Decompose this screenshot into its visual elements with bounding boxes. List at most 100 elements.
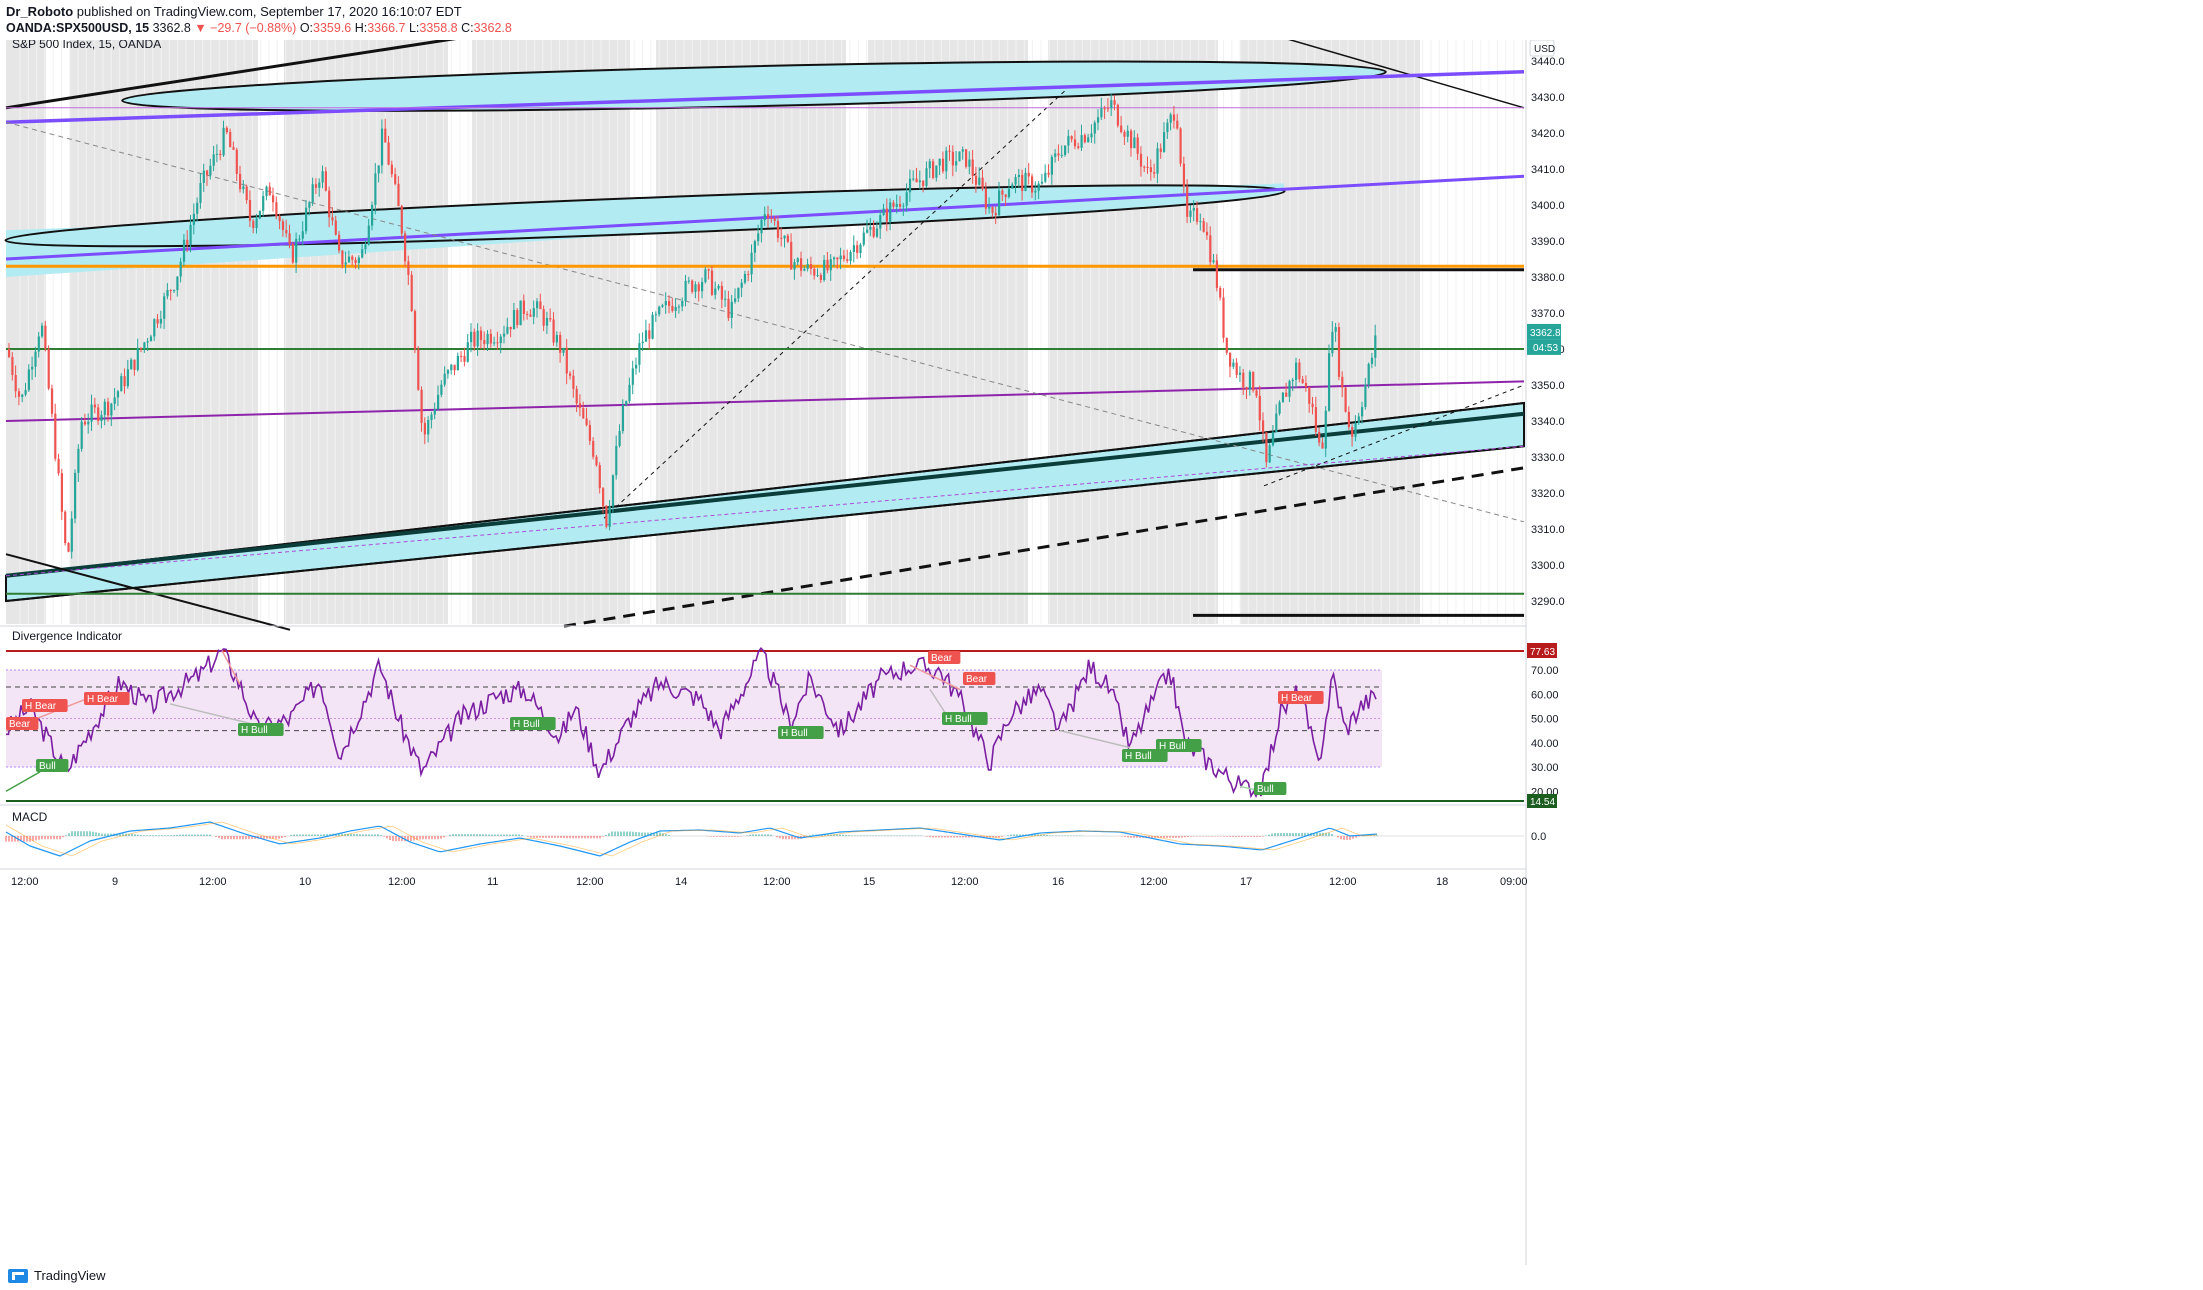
candle-body bbox=[823, 259, 826, 281]
chart-canvas[interactable]: 3290.0 3300.0 3310.0 3320.0 3330.0 3340.0 3350… bbox=[0, 40, 2203, 1265]
candle-body bbox=[265, 186, 268, 197]
candle-body bbox=[281, 221, 285, 231]
candle-body bbox=[895, 204, 898, 207]
candle-body bbox=[522, 300, 525, 314]
divergence-tick-label: 70.00 bbox=[1531, 665, 1559, 677]
candle-body bbox=[291, 243, 294, 263]
countdown-badge-text: 04:53 bbox=[1533, 343, 1558, 354]
candle-body bbox=[1067, 136, 1070, 146]
candle-body bbox=[479, 330, 483, 341]
macd-pane-title: MACD bbox=[12, 810, 48, 824]
candle-body bbox=[1265, 432, 1268, 463]
candle-body bbox=[34, 351, 37, 367]
close-value: 3362.8 bbox=[473, 21, 512, 35]
candle-body bbox=[364, 244, 367, 250]
time-tick-label: 12:00 bbox=[11, 876, 39, 888]
footer: TradingView bbox=[8, 1268, 106, 1283]
candle-body bbox=[1060, 154, 1063, 156]
candle-body bbox=[354, 259, 357, 264]
divergence-label: Bear bbox=[931, 653, 953, 664]
candle-body bbox=[404, 233, 407, 262]
candle-body bbox=[169, 290, 172, 292]
candle-body bbox=[324, 171, 327, 191]
candle-body bbox=[885, 208, 888, 222]
price-tick-label: 3420.0 bbox=[1531, 128, 1565, 140]
candle-body bbox=[908, 178, 912, 193]
candle-body bbox=[486, 333, 489, 345]
candle-body bbox=[14, 374, 17, 392]
candle-body bbox=[17, 391, 21, 397]
candle-body bbox=[664, 301, 667, 306]
candle-body bbox=[225, 127, 228, 133]
candle-body bbox=[681, 300, 684, 307]
divergence-pane-title: Divergence Indicator bbox=[12, 629, 122, 643]
candle-body bbox=[968, 159, 971, 167]
candle-body bbox=[1318, 431, 1321, 443]
black-dashed-rising-2 bbox=[1263, 384, 1525, 487]
candle-body bbox=[255, 218, 258, 229]
gray-dashed-diagonal bbox=[5, 121, 1525, 523]
candle-body bbox=[585, 418, 588, 426]
divergence-label: H Bull bbox=[781, 728, 808, 739]
candle-body bbox=[1308, 387, 1311, 404]
divergence-label-bg bbox=[778, 726, 824, 739]
candle-body bbox=[394, 174, 397, 184]
candle-body bbox=[410, 274, 413, 312]
divergence-label-bg bbox=[1156, 739, 1202, 752]
divergence-connector bbox=[1059, 729, 1131, 749]
candle-body bbox=[328, 190, 331, 218]
price-axis-bg bbox=[1526, 40, 2203, 625]
author-name[interactable]: Dr_Roboto bbox=[6, 4, 74, 19]
candle-body bbox=[387, 142, 390, 165]
candle-body bbox=[209, 165, 212, 176]
candle-body bbox=[1024, 172, 1027, 191]
open-value: 3359.6 bbox=[313, 21, 352, 35]
candle-body bbox=[1219, 287, 1222, 298]
candle-body bbox=[1156, 148, 1159, 174]
candle-body bbox=[981, 177, 984, 189]
candle-body bbox=[951, 151, 954, 166]
currency-button-label: USD bbox=[1534, 44, 1555, 55]
candle-body bbox=[928, 161, 931, 169]
candle-body bbox=[1189, 210, 1192, 217]
candle-body bbox=[268, 186, 271, 196]
candle-body bbox=[120, 376, 123, 392]
candle-body bbox=[1040, 181, 1044, 184]
candle-body bbox=[1215, 260, 1218, 288]
candle-body bbox=[446, 370, 450, 374]
candle-body bbox=[80, 421, 83, 449]
footer-brand[interactable]: TradingView bbox=[34, 1268, 106, 1283]
black-dashed-trendline bbox=[563, 466, 1525, 628]
candle-body bbox=[1275, 413, 1278, 433]
candle-body bbox=[753, 241, 756, 253]
candle-body bbox=[588, 425, 591, 441]
candle-body bbox=[1314, 407, 1317, 432]
candle-body bbox=[192, 213, 195, 225]
currency-button[interactable] bbox=[1529, 40, 1555, 57]
candle-body bbox=[519, 300, 522, 326]
candle-body bbox=[229, 132, 232, 148]
candle-body bbox=[899, 204, 902, 207]
macd-signal-line bbox=[5, 821, 1378, 857]
candle-body bbox=[83, 421, 87, 425]
candle-body bbox=[631, 368, 634, 385]
candle-body bbox=[1268, 445, 1271, 463]
candle-body bbox=[747, 273, 750, 275]
candle-body bbox=[262, 196, 265, 211]
candle-body bbox=[628, 384, 631, 402]
candle-body bbox=[760, 220, 763, 234]
candle-body bbox=[136, 347, 139, 370]
candle-body bbox=[1083, 135, 1086, 143]
candle-body bbox=[288, 233, 291, 244]
candle-body bbox=[1347, 411, 1350, 428]
candle-body bbox=[512, 310, 516, 330]
candle-body bbox=[697, 284, 700, 292]
candle-body bbox=[1361, 407, 1364, 417]
candle-body bbox=[1252, 371, 1255, 391]
candle-body bbox=[311, 184, 314, 203]
candle-body bbox=[915, 178, 918, 183]
candle-body bbox=[1103, 108, 1106, 110]
rsi-line bbox=[6, 646, 1377, 799]
candle-body bbox=[786, 235, 789, 242]
candle-body bbox=[773, 218, 776, 221]
